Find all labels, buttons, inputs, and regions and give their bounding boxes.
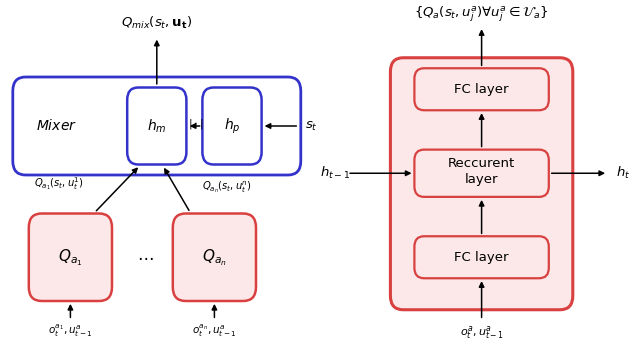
FancyBboxPatch shape [202, 88, 262, 164]
FancyBboxPatch shape [390, 58, 573, 310]
FancyBboxPatch shape [415, 68, 548, 110]
Text: FC layer: FC layer [454, 83, 509, 96]
Text: $o_t^a, u_{t-1}^a$: $o_t^a, u_{t-1}^a$ [460, 324, 504, 341]
Text: $Mixer$: $Mixer$ [35, 119, 77, 133]
Text: $h_m$: $h_m$ [147, 117, 166, 135]
Text: $Q_{a_1}(s_t, u_t^1)$: $Q_{a_1}(s_t, u_t^1)$ [35, 175, 84, 192]
Text: $Q_{a_n}(s_t, u_t^n)$: $Q_{a_n}(s_t, u_t^n)$ [202, 180, 252, 195]
FancyBboxPatch shape [173, 214, 256, 301]
Text: FC layer: FC layer [454, 251, 509, 264]
Text: $h_p$: $h_p$ [224, 116, 240, 136]
FancyBboxPatch shape [415, 236, 548, 278]
Text: $s_t$: $s_t$ [305, 119, 317, 133]
Text: Reccurent
layer: Reccurent layer [448, 157, 515, 186]
Text: $h_t$: $h_t$ [616, 165, 630, 181]
Text: $Q_{a_n}$: $Q_{a_n}$ [202, 247, 227, 267]
Text: $\cdots$: $\cdots$ [138, 248, 154, 266]
FancyBboxPatch shape [29, 214, 112, 301]
Text: $Q_{a_1}$: $Q_{a_1}$ [58, 247, 83, 267]
Text: $\{Q_a(s_t, u_j^a)\forall u_j^a \in \mathcal{U}_a\}$: $\{Q_a(s_t, u_j^a)\forall u_j^a \in \mat… [414, 4, 549, 24]
FancyBboxPatch shape [13, 77, 301, 175]
Text: $h_{t-1}$: $h_{t-1}$ [320, 165, 351, 181]
FancyBboxPatch shape [127, 88, 186, 164]
Text: $Q_{mix}(s_t, \mathbf{u_t})$: $Q_{mix}(s_t, \mathbf{u_t})$ [121, 15, 193, 31]
Text: $o_t^{a_1}, u_{t-1}^a$: $o_t^{a_1}, u_{t-1}^a$ [48, 323, 93, 339]
Text: $o_t^{a_n}, u_{t-1}^a$: $o_t^{a_n}, u_{t-1}^a$ [192, 323, 237, 339]
Text: $|\cdot|$: $|\cdot|$ [188, 117, 204, 131]
FancyBboxPatch shape [415, 150, 548, 197]
